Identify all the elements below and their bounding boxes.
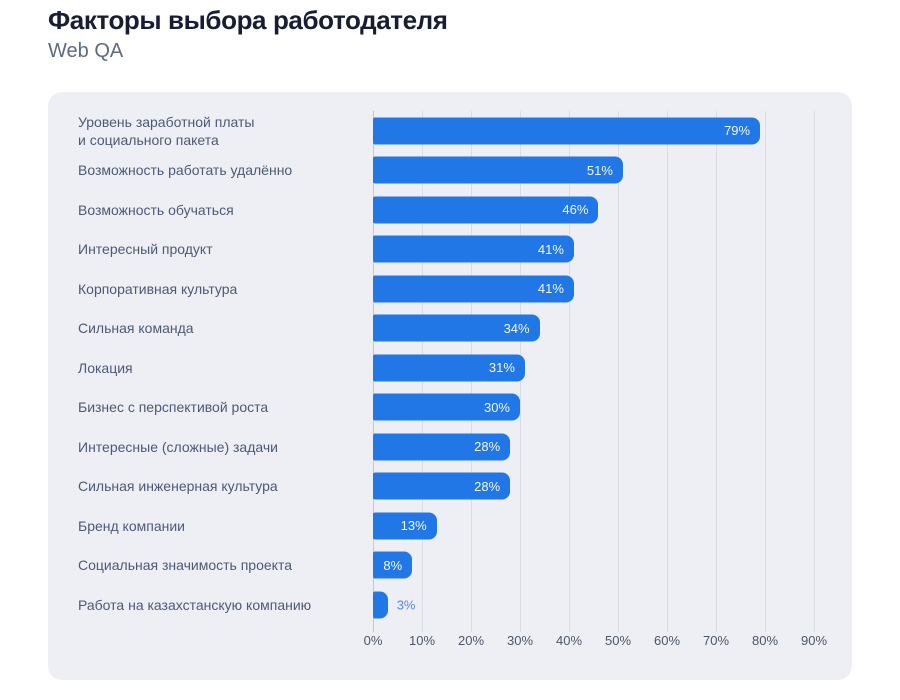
category-label: Работа на казахстанскую компанию <box>78 596 312 613</box>
value-label: 79% <box>724 123 751 139</box>
axis-tick-label: 30% <box>506 632 534 648</box>
chart-row: Работа на казахстанскую компанию 3% <box>78 585 824 625</box>
bar: 41% <box>373 275 574 303</box>
bar-track: 31% <box>373 348 822 388</box>
bar: 31% <box>373 354 525 382</box>
axis-tick-label: 50% <box>604 632 632 648</box>
chart-row: Бренд компании 13% <box>78 506 824 546</box>
bar-track: 3% <box>373 585 822 625</box>
category-label: Уровень заработной платы и социального п… <box>78 113 255 148</box>
bar <box>373 591 388 619</box>
chart-row: Корпоративная культура 41% <box>78 269 824 309</box>
value-label: 3% <box>396 597 416 613</box>
category-label: Социальная значимость проекта <box>78 557 292 574</box>
bar-track: 8% <box>373 546 822 586</box>
axis-tick-label: 70% <box>702 632 730 648</box>
bar: 34% <box>373 314 540 342</box>
chart-row: Локация 31% <box>78 348 824 388</box>
page-title: Факторы выбора работодателя <box>48 5 448 35</box>
bar: 30% <box>373 393 520 421</box>
chart-row: Социальная значимость проекта 8% <box>78 546 824 586</box>
value-label: 34% <box>503 320 530 336</box>
bar: 79% <box>373 117 761 145</box>
bar-track: 13% <box>373 506 822 546</box>
bar-track: 30% <box>373 388 822 428</box>
bar: 51% <box>373 156 623 184</box>
value-label: 28% <box>474 439 501 455</box>
bar: 28% <box>373 433 511 461</box>
value-label: 8% <box>383 557 403 573</box>
value-label: 41% <box>537 241 564 257</box>
bar-track: 51% <box>373 151 822 191</box>
chart-row: Сильная инженерная культура 28% <box>78 467 824 507</box>
value-label: 51% <box>586 162 613 178</box>
value-label: 41% <box>537 281 564 297</box>
value-label: 30% <box>483 399 510 415</box>
chart-rows: Уровень заработной платы и социального п… <box>78 111 824 625</box>
bar-track: 46% <box>373 190 822 230</box>
category-label: Сильная инженерная культура <box>78 478 278 495</box>
category-label: Возможность обучаться <box>78 201 234 218</box>
bar: 41% <box>373 235 574 263</box>
axis-tick-label: 20% <box>457 632 485 648</box>
chart-row: Уровень заработной платы и социального п… <box>78 111 824 151</box>
bar-track: 28% <box>373 427 822 467</box>
axis-tick-label: 80% <box>751 632 779 648</box>
x-axis: 0% 10% 20% 30% 40% 50% 60% 70% 80% 90% <box>364 632 827 651</box>
value-label: 46% <box>562 202 589 218</box>
category-label: Возможность работать удалённо <box>78 162 293 179</box>
value-label: 13% <box>400 518 427 534</box>
page-subtitle: Web QA <box>48 40 124 62</box>
bar-track: 28% <box>373 467 822 507</box>
category-label: Интересные (сложные) задачи <box>78 438 278 455</box>
value-label: 31% <box>488 360 515 376</box>
category-label: Бренд компании <box>78 517 185 534</box>
axis-tick-label: 90% <box>800 632 828 648</box>
axis-tick-label: 10% <box>408 632 436 648</box>
bar: 46% <box>373 196 599 224</box>
chart-card: Уровень заработной платы и социального п… <box>48 92 852 680</box>
chart-row: Возможность работать удалённо 51% <box>78 151 824 191</box>
chart-row: Интересный продукт 41% <box>78 230 824 270</box>
bar: 28% <box>373 472 511 500</box>
category-label: Интересный продукт <box>78 241 213 258</box>
chart-row: Возможность обучаться 46% <box>78 190 824 230</box>
bar-chart: Уровень заработной платы и социального п… <box>78 111 827 651</box>
axis-tick-label: 0% <box>363 632 383 648</box>
bar-track: 79% <box>373 111 822 151</box>
bar-track: 41% <box>373 230 822 270</box>
bar-track: 34% <box>373 309 822 349</box>
category-label: Корпоративная культура <box>78 280 238 297</box>
bar-track: 41% <box>373 269 822 309</box>
category-label: Локация <box>78 359 133 376</box>
category-label: Бизнес с перспективой роста <box>78 399 269 416</box>
axis-tick-label: 40% <box>555 632 583 648</box>
chart-row: Интересные (сложные) задачи 28% <box>78 427 824 467</box>
category-label: Сильная команда <box>78 320 194 337</box>
chart-row: Сильная команда 34% <box>78 309 824 349</box>
bar: 8% <box>373 551 413 579</box>
axis-tick-label: 60% <box>653 632 681 648</box>
chart-row: Бизнес с перспективой роста 30% <box>78 388 824 428</box>
value-label: 28% <box>474 478 501 494</box>
bar: 13% <box>373 512 437 540</box>
